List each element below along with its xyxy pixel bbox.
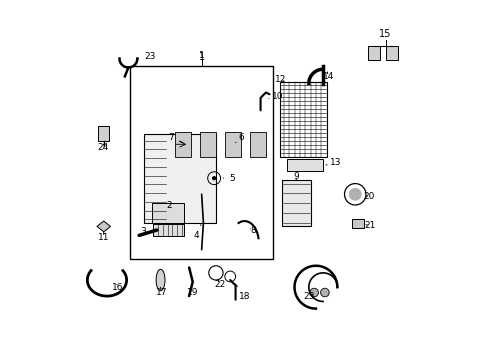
Text: 13: 13 <box>325 158 341 167</box>
Text: 24: 24 <box>97 143 108 152</box>
Text: 17: 17 <box>155 287 167 297</box>
Text: 11: 11 <box>98 232 109 242</box>
FancyBboxPatch shape <box>282 180 310 226</box>
FancyBboxPatch shape <box>200 132 216 157</box>
Text: 14: 14 <box>322 72 333 81</box>
Text: 10: 10 <box>268 91 283 100</box>
Text: 25: 25 <box>303 292 315 301</box>
Ellipse shape <box>156 269 164 291</box>
FancyBboxPatch shape <box>351 219 364 228</box>
Text: 1: 1 <box>198 51 204 60</box>
Text: 15: 15 <box>379 29 391 39</box>
Text: 12: 12 <box>274 76 285 85</box>
FancyBboxPatch shape <box>367 46 380 60</box>
Circle shape <box>320 288 328 297</box>
Text: 19: 19 <box>186 288 198 297</box>
Text: 2: 2 <box>166 201 172 210</box>
FancyBboxPatch shape <box>249 132 265 157</box>
Text: 8: 8 <box>250 225 256 234</box>
FancyBboxPatch shape <box>175 132 190 157</box>
Text: 5: 5 <box>223 174 234 183</box>
Text: 21: 21 <box>364 221 375 230</box>
Circle shape <box>309 288 318 297</box>
Text: 18: 18 <box>235 284 250 301</box>
FancyBboxPatch shape <box>153 224 183 236</box>
Text: 1: 1 <box>198 52 204 62</box>
Text: 20: 20 <box>363 192 374 201</box>
Polygon shape <box>97 221 110 232</box>
Text: 9: 9 <box>293 172 299 181</box>
Circle shape <box>212 176 216 180</box>
Text: 3: 3 <box>140 227 145 236</box>
FancyBboxPatch shape <box>144 134 216 223</box>
Text: 16: 16 <box>112 283 123 292</box>
Circle shape <box>348 188 361 201</box>
FancyBboxPatch shape <box>224 132 241 157</box>
Text: 22: 22 <box>213 279 224 289</box>
FancyBboxPatch shape <box>385 46 397 60</box>
Text: 6: 6 <box>235 133 244 143</box>
Text: 23: 23 <box>137 52 155 61</box>
FancyBboxPatch shape <box>98 126 109 141</box>
Text: 4: 4 <box>193 225 201 240</box>
Text: 7: 7 <box>168 133 183 143</box>
FancyBboxPatch shape <box>130 66 272 258</box>
FancyBboxPatch shape <box>280 82 326 157</box>
FancyBboxPatch shape <box>151 203 183 223</box>
FancyBboxPatch shape <box>287 158 323 171</box>
